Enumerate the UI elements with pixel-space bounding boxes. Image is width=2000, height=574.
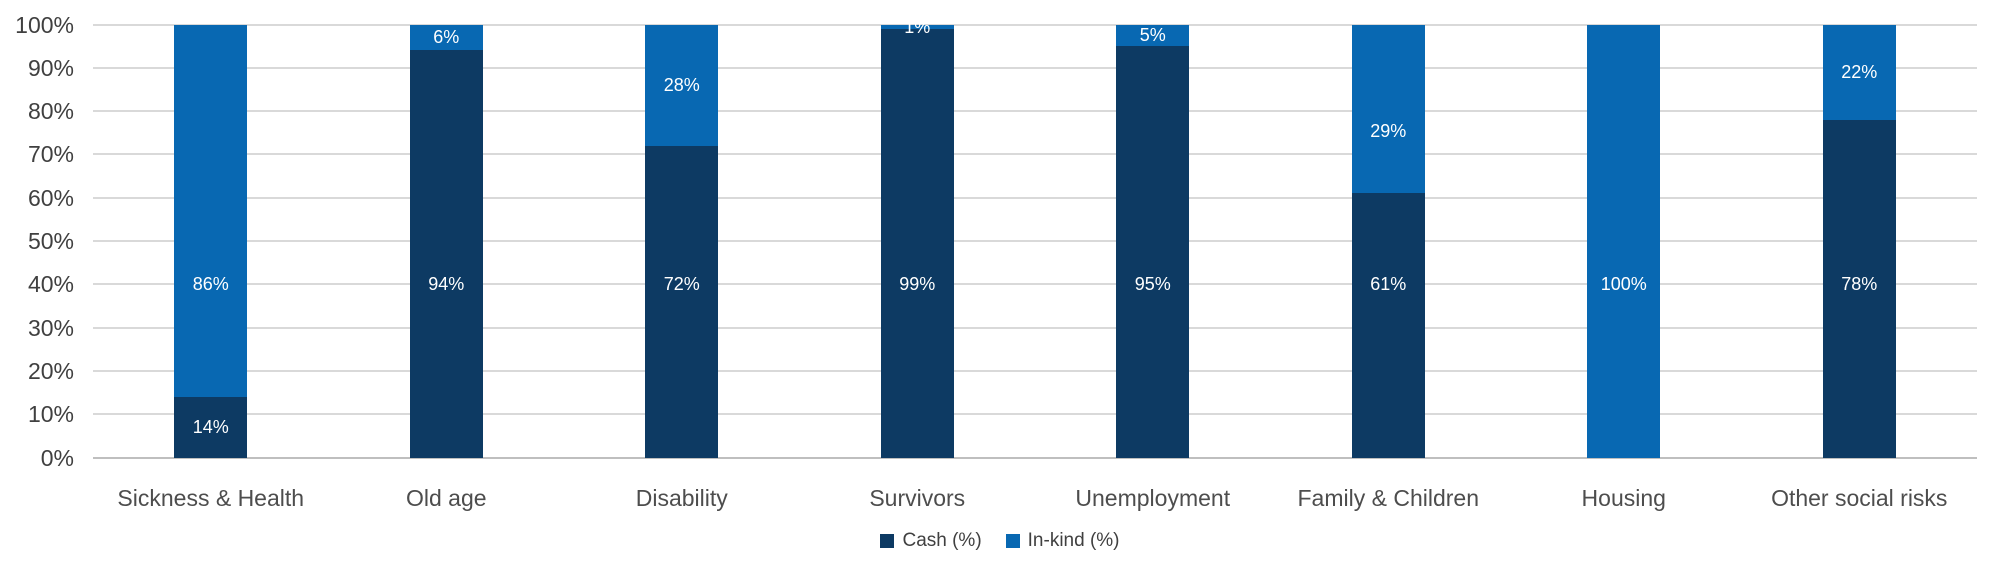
y-axis-tick-30: 30%: [27, 314, 74, 341]
x-axis-label: Other social risks: [1771, 485, 1948, 511]
bar-segment-cash: [409, 50, 483, 458]
gridline-30: [93, 326, 1977, 329]
bar-segment-inkind: [1351, 24, 1425, 194]
legend-item-inkind: In-kind (%): [1005, 528, 1120, 554]
bar-segment-inkind: [1822, 24, 1896, 120]
y-axis-tick-90: 90%: [27, 54, 74, 81]
y-axis: 0% 10% 20% 30% 40% 50% 60% 70% 80% 90% 100%: [0, 12, 74, 471]
y-axis-tick-70: 70%: [27, 141, 74, 168]
data-label-cash: 61%: [1370, 274, 1407, 295]
gridline-100: [93, 23, 1977, 26]
data-label-inkind: 22%: [1841, 62, 1878, 83]
gridline-10: [93, 413, 1977, 416]
data-label-inkind: 5%: [1139, 25, 1166, 46]
data-label-inkind: 86%: [192, 274, 229, 295]
gridline-20: [93, 369, 1977, 372]
x-axis-label: Unemployment: [1075, 485, 1231, 511]
legend-label-inkind: In-kind (%): [1027, 530, 1120, 551]
bar-segment-inkind: [1587, 24, 1661, 458]
gridline-50: [93, 240, 1977, 242]
y-axis-tick-20: 20%: [27, 357, 74, 384]
y-axis-tick-50: 50%: [27, 228, 74, 254]
legend: Cash (%) In-kind (%): [0, 528, 2000, 554]
gridline-40: [93, 283, 1977, 286]
x-axis-label: Family & Children: [1297, 485, 1480, 511]
y-axis-tick-0: 0%: [40, 444, 74, 471]
data-label-inkind: 6%: [433, 27, 460, 48]
bar-segment-inkind: [174, 24, 248, 397]
cash-color-swatch: [880, 534, 895, 548]
gridline-80: [93, 110, 1977, 113]
legend-item-cash: Cash (%): [880, 528, 982, 554]
bar-segment-cash: [174, 396, 248, 458]
plot-area: 14% 86% 94% 6% 72% 28% 99% 1% 95% 5% 61% 29% 100% 78%…: [93, 17, 1977, 459]
bar-segment-inkind: [1116, 24, 1190, 47]
inkind-color-swatch: [1005, 534, 1020, 548]
data-label-inkind: 100%: [1600, 274, 1647, 295]
y-axis-tick-60: 60%: [27, 184, 74, 211]
y-axis-tick-100: 100%: [15, 11, 74, 38]
gridline-90: [93, 66, 1977, 69]
bar-segment-cash: [1822, 119, 1896, 458]
legend-label-cash: Cash (%): [902, 530, 982, 551]
data-label-cash: 72%: [663, 274, 700, 295]
data-label-cash: 95%: [1134, 274, 1171, 295]
y-axis-tick-80: 80%: [27, 98, 74, 125]
x-axis-label: Disability: [635, 485, 728, 511]
bar-segment-inkind: [409, 24, 483, 51]
y-axis-tick-10: 10%: [27, 401, 74, 428]
data-label-cash: 78%: [1841, 274, 1878, 295]
bar-segment-cash: [645, 145, 719, 458]
gridline-0: [93, 456, 1977, 459]
bar-segment-cash: [1116, 46, 1190, 458]
data-label-cash: 14%: [192, 417, 229, 438]
x-axis-label: Sickness & Health: [117, 485, 305, 511]
x-axis-label: Survivors: [869, 485, 966, 511]
x-axis: Sickness & Health Old age Disability Surviv…: [93, 483, 1977, 513]
y-axis-tick-40: 40%: [27, 271, 74, 298]
bar-segment-inkind: [880, 24, 954, 29]
data-label-cash: 99%: [899, 274, 936, 295]
x-axis-label: Old age: [405, 485, 487, 511]
bar-segment-cash: [1351, 193, 1425, 458]
x-axis-label: Housing: [1581, 485, 1666, 511]
bar-segment-inkind: [645, 24, 719, 146]
gridline-70: [93, 153, 1977, 156]
data-label-inkind: 1%: [904, 16, 931, 37]
data-label-inkind: 28%: [663, 75, 700, 96]
data-label-inkind: 29%: [1370, 120, 1407, 141]
data-label-cash: 94%: [428, 274, 465, 295]
gridline-60: [93, 196, 1977, 199]
bar-segment-cash: [880, 28, 954, 458]
